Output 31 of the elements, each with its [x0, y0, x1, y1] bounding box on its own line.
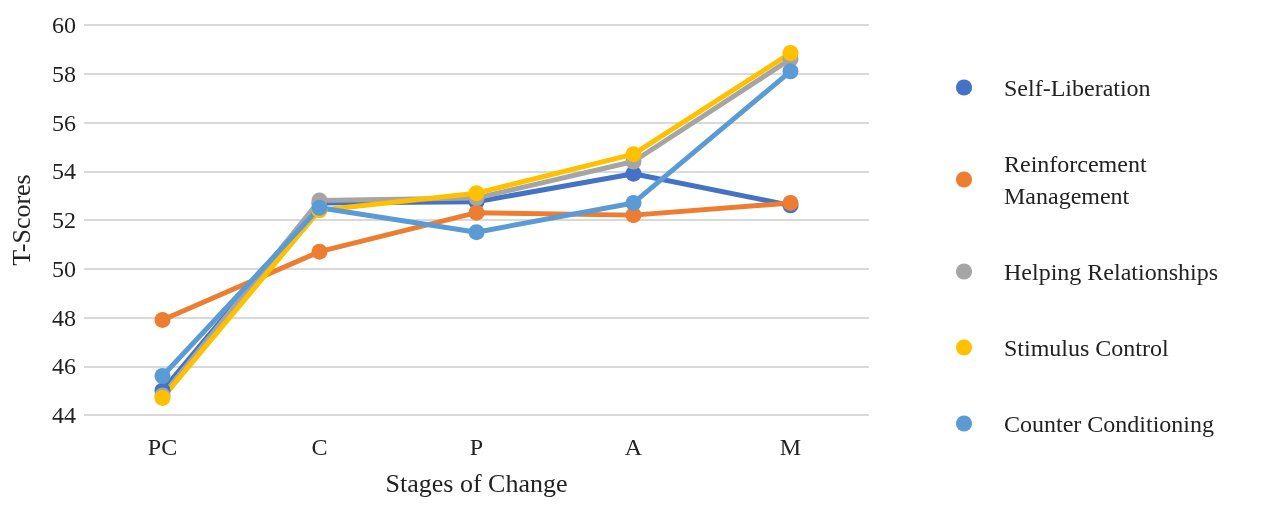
y-tick-label: 60: [52, 12, 76, 38]
x-tick-label: M: [779, 434, 802, 460]
y-tick-label: 54: [52, 158, 76, 185]
x-axis-title: Stages of Change: [385, 468, 568, 498]
point: [154, 311, 171, 328]
y-tick-label: 56: [52, 109, 76, 136]
y-tick-label: 44: [52, 402, 76, 428]
point: [468, 224, 485, 241]
legend-label: Stimulus Control: [1004, 334, 1170, 361]
x-tick-label: C: [311, 434, 328, 460]
y-tick-label: 50: [52, 255, 76, 282]
x-tick-label: PC: [147, 434, 178, 460]
point: [468, 185, 485, 202]
point: [468, 204, 485, 221]
legend-label: Reinforcement Management: [1004, 150, 1153, 209]
legend-label: Helping Relationships: [1004, 258, 1218, 285]
point: [311, 243, 328, 260]
y-tick-label: 48: [52, 304, 76, 331]
x-tick-label: A: [624, 434, 643, 460]
legend-label: Self-Liberation: [1004, 74, 1151, 101]
point: [625, 194, 642, 211]
y-axis-title: T-Scores: [6, 174, 36, 266]
point: [782, 45, 799, 62]
y-tick-label: 52: [52, 207, 76, 233]
point: [782, 63, 799, 80]
x-tick-label: P: [469, 434, 484, 460]
legend-label: Counter Conditioning: [1004, 410, 1214, 437]
point: [625, 146, 642, 163]
y-tick-label: 58: [52, 60, 76, 87]
y-tick-label: 46: [52, 353, 76, 380]
point: [154, 368, 171, 384]
